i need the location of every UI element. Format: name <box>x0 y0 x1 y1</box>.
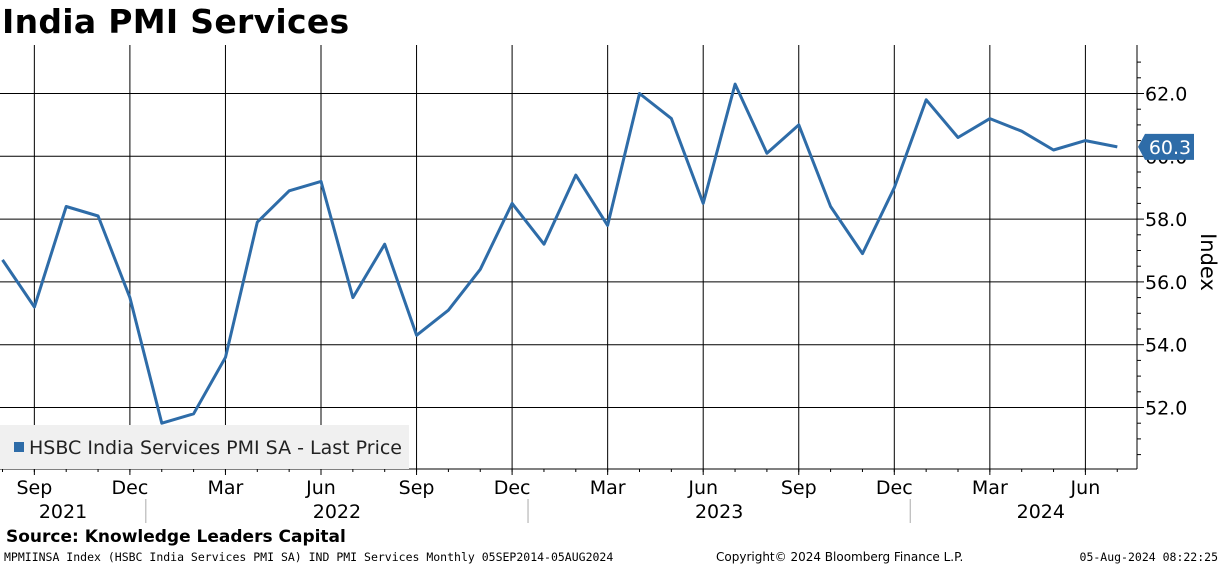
grid-lines <box>0 45 1137 469</box>
footer-timestamp: 05-Aug-2024 08:22:25 <box>1079 550 1218 564</box>
y-tick-label: 56.0 <box>1145 272 1187 294</box>
x-tick-label: Dec <box>494 477 531 499</box>
axes <box>0 45 1144 523</box>
legend-swatch <box>14 442 24 452</box>
last-value-label: 60.3 <box>1149 137 1191 159</box>
x-tick-label: Mar <box>972 477 1008 499</box>
x-tick-label: Dec <box>112 477 149 499</box>
x-year-label: 2022 <box>313 501 361 523</box>
footer-copyright: Copyright© 2024 Bloomberg Finance L.P. <box>716 550 964 564</box>
x-tick-label: Sep <box>399 477 435 499</box>
last-value-tag: 60.3 <box>1138 133 1194 160</box>
legend-label: HSBC India Services PMI SA - Last Price <box>29 437 402 459</box>
x-tick-label: Mar <box>208 477 244 499</box>
x-tick-label: Sep <box>781 477 817 499</box>
x-tick-label: Jun <box>305 477 336 499</box>
chart-legend: HSBC India Services PMI SA - Last Price <box>0 425 409 469</box>
x-year-label: 2024 <box>1017 501 1065 523</box>
x-tick-label: Sep <box>16 477 52 499</box>
x-tick-label: Dec <box>876 477 913 499</box>
footer-index-description: MPMIINSA Index (HSBC India Services PMI … <box>4 550 614 564</box>
chart-title: India PMI Services <box>2 2 350 41</box>
last-value-box <box>1138 133 1194 160</box>
series-line <box>1 82 1118 425</box>
x-tick-label: Mar <box>590 477 626 499</box>
y-tick-label: 52.0 <box>1145 398 1187 420</box>
source-label: Source: Knowledge Leaders Capital <box>6 527 346 547</box>
x-tick-label: Jun <box>1070 477 1101 499</box>
data-series <box>1 82 1118 425</box>
y-tick-label: 54.0 <box>1145 335 1187 357</box>
y-tick-label: 62.0 <box>1145 84 1187 106</box>
tick-labels: 52.054.056.058.060.062.0SepDecMarJunSepD… <box>16 84 1220 524</box>
y-tick-label: 58.0 <box>1145 209 1187 231</box>
y-axis-title: Index <box>1196 233 1220 291</box>
x-tick-label: Jun <box>687 477 718 499</box>
x-year-label: 2021 <box>39 501 87 523</box>
x-year-label: 2023 <box>695 501 743 523</box>
